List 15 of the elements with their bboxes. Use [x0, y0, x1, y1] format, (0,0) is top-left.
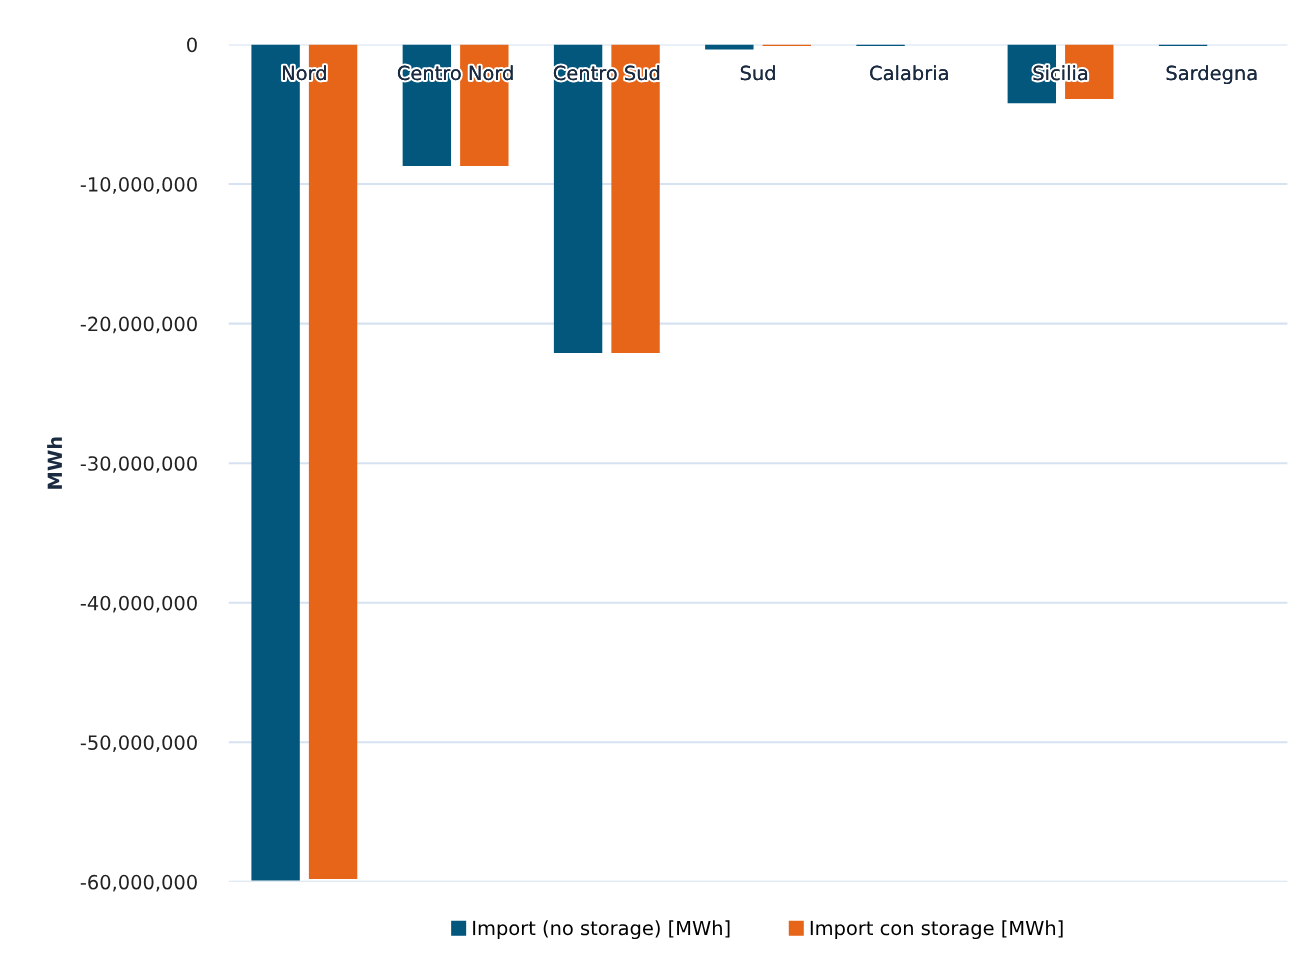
x-tick-label: Sardegna — [1166, 65, 1257, 85]
y-tick-label: 0 — [187, 37, 197, 53]
x-tick-label: Sicilia — [1033, 65, 1088, 81]
legend-label: Import (no storage) [MWh] — [473, 920, 730, 940]
legend-label: Import con storage [MWh] — [810, 920, 1063, 940]
x-tick-label: Sud — [740, 65, 775, 81]
y-tick-label: -10,000,000 — [80, 177, 197, 194]
y-tick-label: -20,000,000 — [80, 316, 197, 334]
x-tick-label: Calabria — [870, 65, 948, 81]
y-axis-title: MWh — [47, 437, 62, 489]
y-tick-label: -60,000,000 — [80, 874, 197, 892]
y-tick-label: -30,000,000 — [80, 456, 197, 473]
x-tick-label: Nord — [283, 65, 326, 81]
y-tick-label: -50,000,000 — [80, 735, 197, 752]
y-tick-label: -40,000,000 — [80, 595, 197, 613]
